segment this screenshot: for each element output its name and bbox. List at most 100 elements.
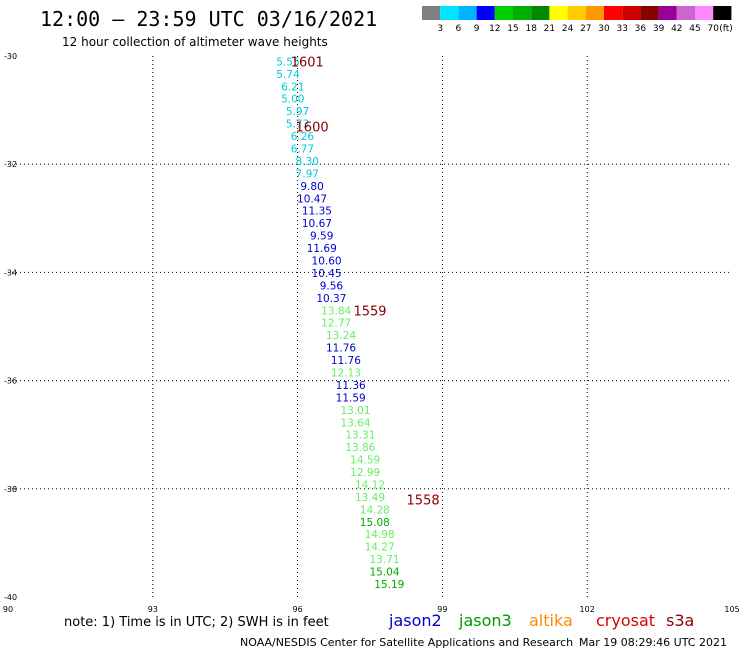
x-tick-label: 99: [437, 605, 447, 614]
swh-value: 5.00: [281, 94, 304, 106]
colorbar-swatch: [695, 6, 714, 20]
swh-value: 15.08: [360, 517, 390, 529]
x-tick-label: 102: [580, 605, 595, 614]
chart-title: 12:00 – 23:59 UTC 03/16/2021: [40, 7, 377, 31]
swh-value: 13.84: [321, 305, 351, 317]
swh-value: 10.45: [312, 268, 342, 280]
y-tick-label: -40: [4, 593, 17, 602]
colorbar-swatch: [658, 6, 677, 20]
swh-value: 11.35: [302, 206, 332, 218]
colorbar-label: 70: [707, 24, 719, 34]
swh-value: 10.37: [316, 293, 346, 305]
swh-value: 12.77: [321, 318, 351, 330]
x-tick-label: 96: [293, 605, 303, 614]
satellite-legend-cryosat: cryosat: [596, 611, 655, 630]
colorbar-label: 42: [671, 24, 682, 34]
swh-value: 5.73: [286, 119, 309, 131]
satellite-legend-s3a: s3a: [666, 611, 694, 630]
colorbar-label: 36: [635, 24, 647, 34]
colorbar-swatch: [458, 6, 477, 20]
satellite-legend-altika: altika: [529, 611, 573, 630]
swh-value: 8.30: [296, 156, 319, 168]
swh-value: 14.59: [350, 455, 380, 467]
colorbar-label: 45: [689, 24, 700, 34]
swh-value: 9.80: [300, 181, 323, 193]
color-legend: 3 6 9 12 15 18 21 24 27 30 33 36 39 42 45 70 (ft): [422, 6, 733, 34]
colorbar-label: 6: [456, 24, 462, 34]
swh-value: 11.76: [326, 343, 356, 355]
swh-value: 5.97: [286, 106, 309, 118]
swh-value: 9.59: [310, 231, 333, 243]
colorbar-label: 9: [474, 24, 480, 34]
colorbar-label: 15: [507, 24, 518, 34]
swh-value: 15.04: [369, 567, 399, 579]
axis-ticks: 90 93 96 99 102 105 -30 -32 -34 -36 -38 -40: [3, 52, 740, 614]
colorbar-swatch: [549, 6, 568, 20]
swh-value: 9.56: [320, 280, 344, 292]
colorbar-label: 18: [525, 24, 537, 34]
swh-value: 11.76: [331, 355, 361, 367]
pass-time-label: 1559: [353, 304, 386, 319]
colorbar-label: 30: [598, 24, 610, 34]
footnote: note: 1) Time is in UTC; 2) SWH is in fe…: [64, 615, 329, 630]
satellite-legend: jason2 jason3 altika cryosat s3a: [388, 611, 694, 630]
swh-value: 5.74: [276, 69, 300, 81]
swh-value: 6.77: [291, 144, 314, 156]
swh-value: 13.01: [340, 405, 370, 417]
colorbar-label: 39: [653, 24, 665, 34]
swh-value: 10.67: [302, 218, 332, 230]
swh-value: 12.13: [331, 367, 361, 379]
colorbar-unit: (ft): [719, 24, 733, 34]
satellite-legend-jason3: jason3: [458, 611, 512, 630]
credit-text: NOAA/NESDIS Center for Satellite Applica…: [240, 636, 573, 649]
y-tick-label: -34: [4, 268, 17, 277]
colorbar-swatch: [604, 6, 623, 20]
swh-value: 6.26: [291, 131, 315, 143]
swh-value: 5.55: [276, 56, 299, 68]
y-tick-label: -32: [4, 160, 17, 169]
colorbar-label: 12: [489, 24, 500, 34]
x-tick-label: 93: [148, 605, 158, 614]
swh-value: 11.69: [307, 243, 337, 255]
colorbar-label: 33: [616, 24, 627, 34]
swh-value: 6.21: [281, 81, 304, 93]
swh-value: 15.19: [374, 579, 404, 591]
x-tick-label: 105: [724, 605, 739, 614]
colorbar-swatch: [494, 6, 513, 20]
swh-value: 10.60: [312, 255, 342, 267]
swh-value: 11.59: [336, 392, 366, 404]
colorbar-label: 21: [544, 24, 555, 34]
swh-value: 12.99: [350, 467, 380, 479]
colorbar-swatch: [676, 6, 695, 20]
pass-time-label: 1600: [296, 120, 329, 135]
colorbar-swatch: [585, 6, 604, 20]
swh-value: 14.28: [360, 504, 390, 516]
pass-time-label: 1558: [407, 494, 440, 509]
swh-readings: 5.555.746.215.005.975.736.266.778.307.97…: [276, 56, 404, 591]
y-tick-label: -38: [4, 485, 17, 494]
colorbar-swatch: [531, 6, 550, 20]
satellite-legend-jason2: jason2: [388, 611, 442, 630]
colorbar-swatch: [440, 6, 459, 20]
swh-value: 13.49: [355, 492, 385, 504]
colorbar-swatch: [422, 6, 441, 20]
generated-timestamp: Mar 19 08:29:46 UTC 2021: [579, 636, 727, 649]
y-tick-label: -36: [4, 377, 17, 386]
x-tick-label: 90: [3, 605, 13, 614]
swh-value: 13.31: [345, 430, 375, 442]
swh-value: 13.71: [369, 554, 399, 566]
swh-value: 13.64: [340, 417, 370, 429]
y-tick-label: -30: [4, 52, 17, 61]
colorbar-swatch: [513, 6, 532, 20]
colorbar-label: 24: [562, 24, 574, 34]
colorbar-swatch: [567, 6, 586, 20]
swh-value: 11.36: [336, 380, 366, 392]
colorbar-swatch: [713, 6, 732, 20]
grid-lines: [8, 56, 732, 597]
chart-subtitle: 12 hour collection of altimeter wave hei…: [62, 35, 328, 49]
colorbar-swatch: [622, 6, 641, 20]
swh-value: 14.27: [365, 542, 395, 554]
colorbar-label: 27: [580, 24, 591, 34]
swh-value: 10.47: [297, 193, 327, 205]
